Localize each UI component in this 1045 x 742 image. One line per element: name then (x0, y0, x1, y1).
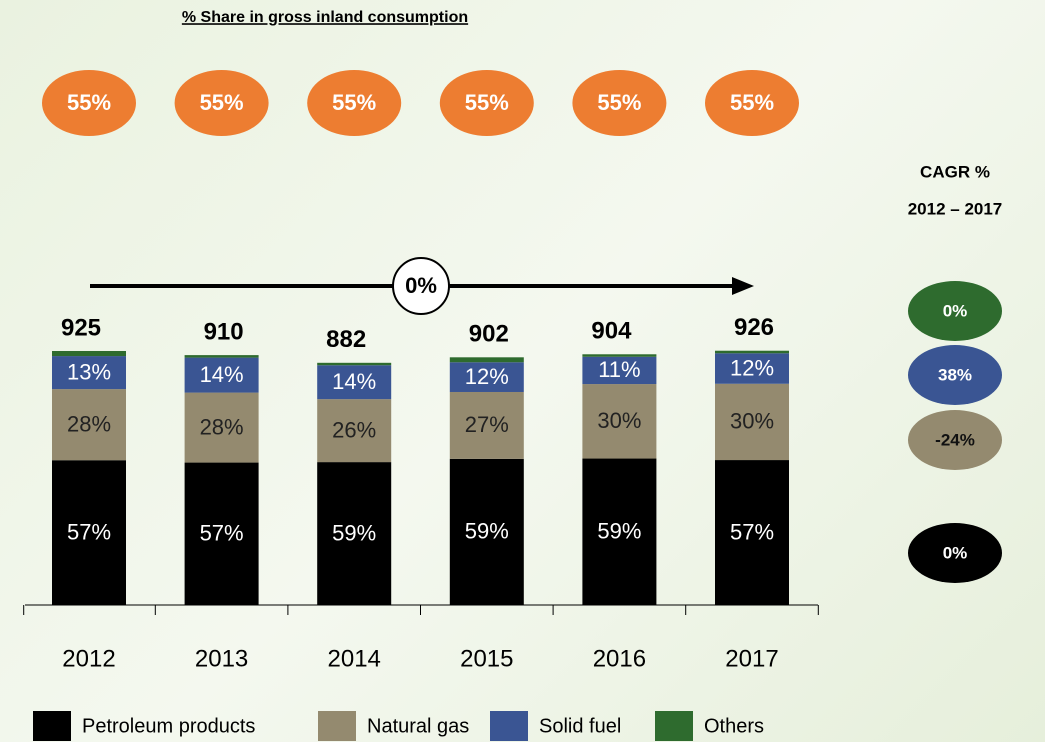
share-bubble (439, 70, 534, 136)
bar-segment (184, 462, 259, 605)
segment-label: 11% (598, 357, 640, 382)
bar-segment (317, 362, 392, 366)
legend-label: Natural gas (367, 715, 469, 737)
cagr-label: 38% (938, 365, 972, 384)
chart-title: % Share in gross inland consumption (182, 9, 468, 26)
cagr-bubble (908, 281, 1002, 341)
share-label: 55% (730, 90, 774, 115)
segment-label: 59% (332, 520, 376, 545)
segment-label: 14% (332, 369, 376, 394)
segment-label: 28% (200, 414, 244, 439)
segment-label: 57% (67, 519, 111, 544)
bar-segment (582, 458, 657, 605)
share-bubble (572, 70, 667, 136)
cagr-period: 2012 – 2017 (908, 199, 1003, 218)
share-bubble (42, 70, 136, 136)
x-tick-label: 2013 (195, 645, 248, 672)
share-bubble (174, 70, 269, 136)
bar-segment (582, 356, 657, 385)
segment-label: 28% (67, 411, 111, 436)
bar-segment (449, 357, 524, 363)
bar-segment (52, 389, 126, 461)
total-label: 925 (61, 314, 101, 341)
bar-segment (449, 362, 524, 392)
bar-segment (582, 354, 657, 357)
bar-segment (449, 458, 524, 605)
segment-label: 13% (67, 359, 111, 384)
legend-swatch (318, 711, 356, 741)
segment-label: 12% (730, 355, 774, 380)
share-label: 55% (332, 90, 376, 115)
bar-segment (582, 384, 657, 459)
share-label: 55% (465, 90, 509, 115)
cagr-bubble (908, 523, 1002, 583)
bar-segment (52, 350, 126, 357)
segment-label: 26% (332, 417, 376, 442)
total-label: 910 (204, 318, 244, 345)
x-tick-label: 2014 (328, 645, 381, 672)
bar-segment (715, 353, 789, 384)
bar-segment (184, 355, 259, 358)
share-bubble (705, 70, 799, 136)
legend-label: Others (704, 715, 764, 737)
segment-label: 59% (597, 519, 641, 544)
segment-label: 30% (597, 408, 641, 433)
share-label: 55% (67, 90, 111, 115)
bar-segment (715, 350, 789, 354)
cagr-label: -24% (935, 430, 975, 449)
overall-cagr-circle (392, 257, 450, 315)
segment-label: 12% (465, 364, 509, 389)
bar-segment (317, 399, 392, 463)
bar-segment (317, 462, 392, 605)
cagr-bubble (908, 345, 1002, 405)
x-tick-label: 2012 (62, 645, 115, 672)
x-tick-label: 2016 (593, 645, 646, 672)
bar-segment (317, 365, 392, 400)
legend-label: Solid fuel (539, 715, 621, 737)
bar-segment (52, 460, 126, 605)
share-label: 55% (200, 90, 244, 115)
segment-label: 57% (730, 519, 774, 544)
total-label: 902 (469, 321, 509, 348)
cagr-heading: CAGR % (920, 162, 990, 181)
bar-segment (449, 391, 524, 459)
bar-segment (715, 383, 789, 461)
total-label: 926 (734, 314, 774, 341)
total-label: 882 (326, 326, 366, 353)
share-bubble (307, 70, 402, 136)
legend-swatch (490, 711, 528, 741)
segment-label: 57% (200, 521, 244, 546)
bar-segment (715, 460, 789, 605)
x-tick-label: 2015 (460, 645, 513, 672)
bar-segment (184, 357, 259, 393)
segment-label: 59% (465, 519, 509, 544)
segment-label: 27% (465, 412, 509, 437)
overall-cagr: 0% (405, 273, 437, 298)
segment-label: 30% (730, 409, 774, 434)
cagr-bubble (908, 410, 1002, 470)
bar-segment (184, 392, 259, 463)
cagr-label: 0% (943, 301, 968, 320)
segment-label: 14% (200, 362, 244, 387)
arrow-head (732, 277, 754, 295)
legend-swatch (655, 711, 693, 741)
bar-segment (52, 356, 126, 390)
total-label: 904 (591, 318, 632, 345)
x-tick-label: 2017 (725, 645, 778, 672)
legend-swatch (33, 711, 71, 741)
share-label: 55% (597, 90, 641, 115)
cagr-label: 0% (943, 543, 968, 562)
legend-label: Petroleum products (82, 715, 255, 737)
